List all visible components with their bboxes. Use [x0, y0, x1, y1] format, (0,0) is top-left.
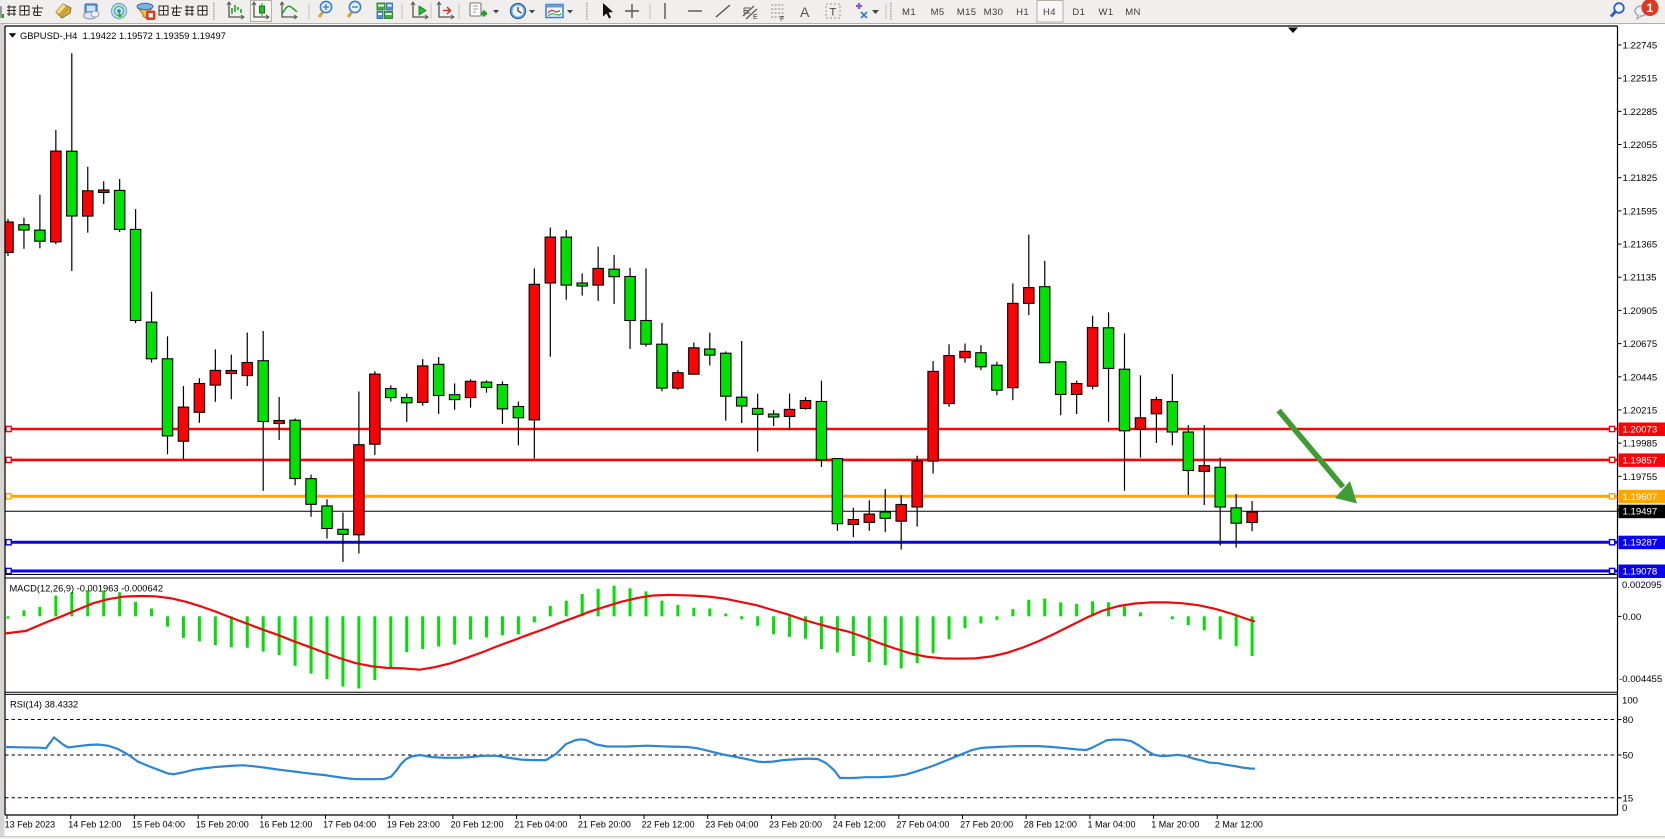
- svg-text:T: T: [830, 7, 837, 19]
- svg-text:1.22515: 1.22515: [1623, 74, 1658, 85]
- svg-text:1.20905: 1.20905: [1623, 306, 1658, 317]
- svg-text:MACD(12,26,9) -0.001963 -0.000: MACD(12,26,9) -0.001963 -0.000642: [10, 583, 164, 593]
- svg-text:1.20073: 1.20073: [1623, 425, 1658, 436]
- svg-text:1.19985: 1.19985: [1623, 439, 1658, 450]
- svg-text:1: 1: [1647, 1, 1654, 15]
- svg-text:1.22745: 1.22745: [1623, 41, 1658, 52]
- svg-text:15 Feb 20:00: 15 Feb 20:00: [196, 819, 249, 829]
- svg-text:1.19497: 1.19497: [1623, 507, 1658, 518]
- svg-text:RSI(14) 38.4332: RSI(14) 38.4332: [10, 700, 78, 710]
- svg-text:-0.004455: -0.004455: [1619, 674, 1662, 685]
- svg-text:21 Feb 20:00: 21 Feb 20:00: [578, 819, 631, 829]
- svg-text:1.19078: 1.19078: [1623, 567, 1658, 578]
- svg-text:0.002095: 0.002095: [1622, 580, 1662, 591]
- svg-text:28 Feb 12:00: 28 Feb 12:00: [1024, 819, 1077, 829]
- svg-text:1.19287: 1.19287: [1623, 538, 1658, 549]
- svg-text:E: E: [753, 14, 758, 21]
- svg-text:15 Feb 04:00: 15 Feb 04:00: [132, 819, 185, 829]
- svg-text:20 Feb 12:00: 20 Feb 12:00: [451, 819, 504, 829]
- svg-text:0: 0: [1622, 803, 1627, 814]
- svg-text:1.21825: 1.21825: [1623, 173, 1658, 184]
- svg-text:1 Mar 20:00: 1 Mar 20:00: [1151, 819, 1199, 829]
- svg-text:H4: H4: [1043, 7, 1056, 18]
- svg-text:19 Feb 23:00: 19 Feb 23:00: [387, 819, 440, 829]
- svg-text:1.19857: 1.19857: [1623, 455, 1658, 466]
- svg-text:17 Feb 04:00: 17 Feb 04:00: [323, 819, 376, 829]
- svg-text:M30: M30: [984, 7, 1004, 18]
- svg-text:0.00: 0.00: [1623, 612, 1642, 623]
- svg-text:80: 80: [1623, 715, 1634, 726]
- svg-text:100: 100: [1622, 695, 1638, 706]
- svg-text:1.22285: 1.22285: [1623, 107, 1658, 118]
- svg-text:1.21595: 1.21595: [1623, 206, 1658, 217]
- svg-text:F: F: [780, 16, 784, 23]
- svg-text:A: A: [800, 4, 810, 20]
- svg-text:M1: M1: [902, 7, 916, 18]
- svg-text:27 Feb 04:00: 27 Feb 04:00: [896, 819, 949, 829]
- svg-text:16 Feb 12:00: 16 Feb 12:00: [259, 819, 312, 829]
- svg-text:1.22055: 1.22055: [1623, 140, 1658, 151]
- svg-text:14 Feb 12:00: 14 Feb 12:00: [68, 819, 121, 829]
- svg-text:GBPUSD-,H4 1.19422 1.19572 1.: GBPUSD-,H4 1.19422 1.19572 1.19359 1.194…: [20, 30, 226, 41]
- svg-text:M15: M15: [957, 7, 977, 18]
- svg-text:2 Mar 12:00: 2 Mar 12:00: [1215, 819, 1263, 829]
- svg-text:1.20445: 1.20445: [1623, 372, 1658, 383]
- svg-text:1.20675: 1.20675: [1623, 339, 1658, 350]
- svg-text:24 Feb 12:00: 24 Feb 12:00: [833, 819, 886, 829]
- svg-text:22 Feb 12:00: 22 Feb 12:00: [642, 819, 695, 829]
- svg-text:23 Feb 20:00: 23 Feb 20:00: [769, 819, 822, 829]
- svg-text:23 Feb 04:00: 23 Feb 04:00: [705, 819, 758, 829]
- svg-text:21 Feb 04:00: 21 Feb 04:00: [514, 819, 567, 829]
- svg-text:1.21135: 1.21135: [1623, 273, 1657, 284]
- svg-text:MN: MN: [1125, 7, 1141, 18]
- svg-text:1.20215: 1.20215: [1623, 405, 1658, 416]
- svg-text:13 Feb 2023: 13 Feb 2023: [5, 819, 56, 829]
- svg-text:D1: D1: [1072, 7, 1085, 18]
- svg-text:M5: M5: [931, 7, 945, 18]
- svg-text:15: 15: [1623, 793, 1634, 804]
- svg-text:27 Feb 20:00: 27 Feb 20:00: [960, 819, 1013, 829]
- svg-text:1 Mar 04:00: 1 Mar 04:00: [1088, 819, 1136, 829]
- svg-text:W1: W1: [1098, 7, 1113, 18]
- svg-text:1.21365: 1.21365: [1623, 240, 1658, 251]
- svg-text:50: 50: [1623, 751, 1634, 762]
- svg-text:1.19755: 1.19755: [1623, 472, 1658, 483]
- svg-text:1.19607: 1.19607: [1623, 492, 1658, 503]
- svg-text:H1: H1: [1016, 7, 1029, 18]
